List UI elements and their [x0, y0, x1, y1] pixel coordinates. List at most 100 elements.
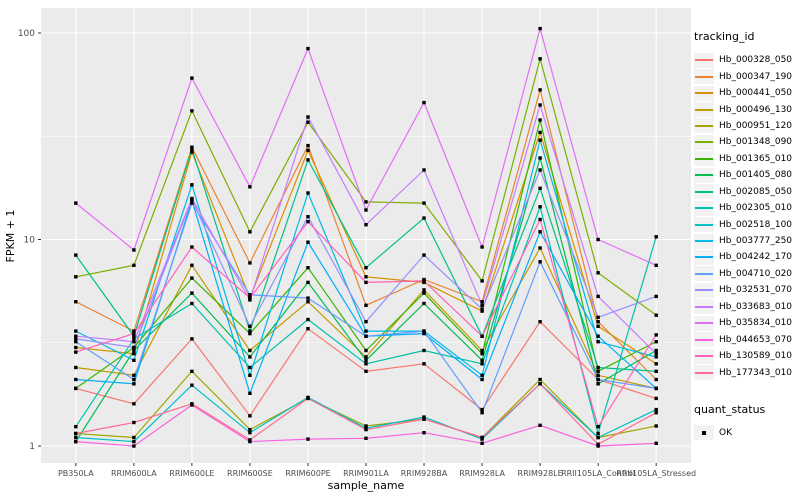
data-point	[248, 261, 252, 265]
data-point	[422, 431, 426, 435]
legend-item-label: Hb_000951_120	[719, 120, 793, 131]
legend-line-swatch	[694, 249, 714, 265]
data-point	[190, 276, 194, 280]
data-point	[74, 365, 78, 370]
legend-line-swatch	[694, 299, 714, 315]
legend-line-icon	[695, 190, 713, 193]
data-point	[248, 373, 252, 377]
legend-item-Hb_004242_170: Hb_004242_170	[694, 249, 798, 265]
data-point	[306, 280, 310, 285]
data-point	[364, 208, 368, 212]
data-point	[538, 88, 542, 92]
y-axis-title: FPKM + 1	[4, 210, 17, 263]
legend-item-label: Hb_130589_010	[719, 351, 793, 362]
data-point	[538, 382, 542, 386]
x-tick-label: RRII105LA_Stressed	[616, 469, 696, 478]
data-point	[74, 300, 78, 304]
legend-item-Hb_000441_050: Hb_000441_050	[694, 85, 798, 101]
legend-line-icon	[695, 289, 713, 292]
data-point	[480, 407, 484, 412]
legend-item-label: Hb_033683_010	[719, 301, 793, 312]
legend-item-Hb_001365_010: Hb_001365_010	[694, 151, 798, 167]
legend-item-Hb_044653_070: Hb_044653_070	[694, 331, 798, 348]
data-point	[306, 46, 310, 51]
legend-line-swatch	[694, 282, 714, 298]
data-point	[596, 444, 600, 448]
data-point	[654, 386, 658, 391]
data-point	[422, 417, 426, 421]
data-point	[538, 118, 542, 122]
data-point	[132, 439, 136, 444]
data-point	[132, 329, 136, 333]
legend-item-label: Hb_177343_010	[719, 367, 793, 378]
data-point	[248, 298, 252, 302]
legend-line-icon	[695, 240, 713, 243]
data-point	[132, 340, 136, 344]
data-point	[306, 296, 310, 300]
data-point	[74, 337, 78, 341]
data-point	[74, 377, 78, 382]
data-point	[538, 230, 542, 234]
data-point	[248, 329, 252, 333]
legend-line-icon	[695, 322, 713, 325]
x-tick-label: RRIM928LA	[459, 469, 505, 478]
legend-item-Hb_000951_120: Hb_000951_120	[694, 118, 798, 134]
legend-items-tracking-id: Hb_000328_050 Hb_000347_190 Hb_000441_050 H…	[694, 52, 798, 381]
data-point	[132, 358, 136, 362]
legend-title-tracking-id: tracking_id	[694, 30, 755, 43]
data-point	[422, 415, 426, 419]
data-point	[364, 369, 368, 373]
legend-line-swatch	[694, 118, 714, 134]
data-point	[190, 301, 194, 306]
legend-line-icon	[695, 124, 713, 127]
legend-item-Hb_002305_010: Hb_002305_010	[694, 200, 798, 216]
data-point	[248, 331, 252, 336]
legend-line-swatch	[694, 365, 714, 381]
data-point	[596, 340, 600, 344]
data-point	[306, 158, 310, 162]
data-point	[364, 223, 368, 227]
legend-line-icon	[695, 371, 713, 374]
data-point	[654, 352, 658, 356]
data-point	[364, 275, 368, 279]
data-point	[190, 196, 194, 201]
data-point	[190, 402, 194, 406]
legend-line-icon	[695, 272, 713, 275]
legend-item-label: Hb_004710_020	[719, 268, 793, 279]
data-point	[422, 100, 426, 105]
data-point	[132, 420, 136, 425]
data-point	[248, 365, 252, 370]
y-tick-label: 10	[24, 236, 36, 246]
legend-line-icon	[695, 207, 713, 210]
data-point	[74, 431, 78, 436]
data-point	[132, 373, 136, 377]
data-point	[538, 186, 542, 190]
x-tick-label: RRIM600SE	[227, 469, 273, 478]
data-point	[306, 240, 310, 244]
y-tick-label: 100	[18, 29, 35, 39]
legend-item-label: Hb_032531_070	[719, 285, 793, 296]
data-point	[654, 369, 658, 373]
data-point	[422, 288, 426, 292]
data-point	[654, 340, 658, 344]
legend-item-label: Hb_000496_130	[719, 104, 793, 115]
legend-item-Hb_001348_090: Hb_001348_090	[694, 134, 798, 150]
legend-line-swatch	[694, 217, 714, 233]
legend-line-swatch	[694, 52, 714, 68]
data-point	[132, 402, 136, 406]
data-point	[538, 156, 542, 160]
data-point	[596, 320, 600, 324]
data-point	[538, 246, 542, 250]
data-point	[364, 334, 368, 338]
legend-line-icon	[695, 157, 713, 160]
data-point	[422, 291, 426, 295]
data-point	[132, 444, 136, 448]
legend-line-icon	[695, 92, 713, 95]
data-point	[480, 373, 484, 377]
data-point	[422, 348, 426, 353]
data-point	[364, 320, 368, 324]
data-point	[132, 331, 136, 336]
data-point	[596, 365, 600, 370]
data-point	[538, 217, 542, 222]
data-point	[480, 245, 484, 249]
